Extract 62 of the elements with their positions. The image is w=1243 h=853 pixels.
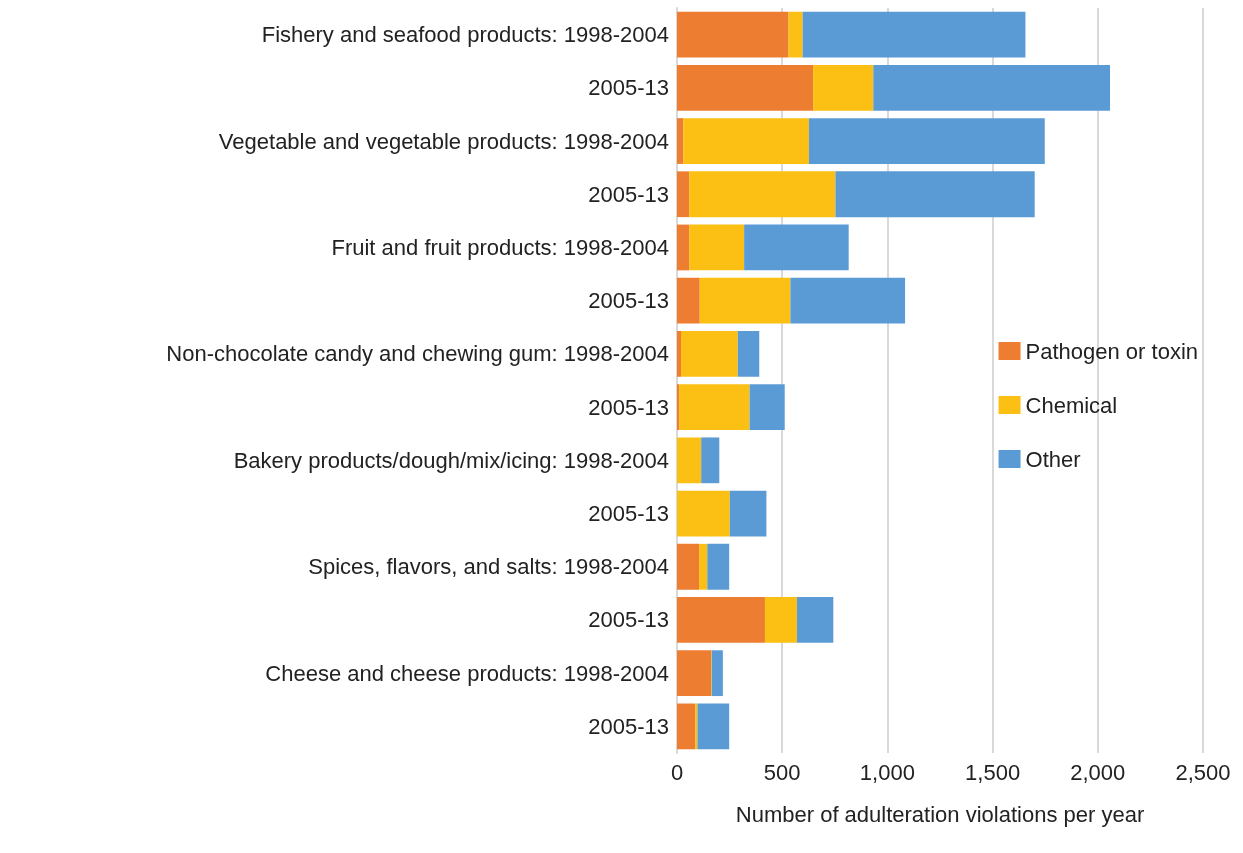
bar	[701, 437, 720, 484]
bar	[711, 650, 723, 697]
y-tick-label: 2005-13	[588, 288, 669, 314]
y-tick-label: Cheese and cheese products: 1998-2004	[265, 660, 669, 686]
y-tick-label: 2005-13	[588, 501, 669, 527]
bar	[677, 437, 702, 484]
bar	[697, 703, 730, 750]
y-tick-label: Vegetable and vegetable products: 1998-2004	[218, 128, 669, 154]
y-tick-label: 2005-13	[588, 181, 669, 207]
y-tick-label: Spices, flavors, and salts: 1998-2004	[308, 554, 669, 580]
bar	[677, 650, 712, 697]
bar	[689, 171, 836, 218]
bar	[808, 118, 1045, 164]
bar	[677, 11, 789, 58]
bar	[729, 490, 767, 537]
bar	[681, 331, 738, 377]
bar	[677, 171, 690, 218]
bar	[813, 64, 874, 111]
bar	[796, 597, 834, 643]
x-tick-label: 2,500	[1175, 759, 1231, 785]
bar	[677, 64, 814, 111]
bar	[679, 384, 750, 430]
bar	[677, 118, 684, 164]
x-tick-label: 1,500	[965, 759, 1021, 785]
y-tick-label: 2005-13	[588, 607, 669, 633]
bar	[707, 543, 730, 590]
bar	[699, 277, 791, 324]
bar	[677, 597, 765, 643]
x-tick-label: 2,000	[1070, 759, 1126, 785]
y-tick-label: 2005-13	[588, 75, 669, 101]
x-axis-title: Number of adulteration violations per year	[735, 801, 1145, 827]
bar	[764, 597, 797, 643]
y-tick-label: Fruit and fruit products: 1998-2004	[331, 234, 669, 260]
y-tick-label: Non-chocolate candy and chewing gum: 1998-2004	[166, 341, 669, 367]
x-tick-label: 500	[763, 759, 801, 785]
bar	[677, 543, 700, 590]
bar	[677, 331, 681, 377]
y-tick-label: 2005-13	[588, 394, 669, 420]
bar	[788, 11, 803, 58]
bar	[683, 118, 809, 164]
legend-label: Other	[1025, 446, 1081, 472]
legend-label: Pathogen or toxin	[1025, 338, 1199, 364]
bar	[677, 224, 690, 271]
bar	[802, 11, 1026, 58]
bar	[677, 277, 700, 324]
bar	[699, 543, 708, 590]
bar	[737, 331, 760, 377]
bar	[677, 490, 730, 537]
bar	[790, 277, 906, 324]
bar	[689, 224, 745, 271]
x-tick-label: 0	[670, 759, 684, 785]
legend-label: Chemical	[1025, 392, 1118, 418]
bar	[835, 171, 1035, 218]
y-tick-label: Fishery and seafood products: 1998-2004	[261, 22, 669, 48]
bar	[744, 224, 849, 271]
bar	[749, 384, 785, 430]
x-tick-label: 1,000	[859, 759, 915, 785]
y-tick-label: 2005-13	[588, 713, 669, 739]
bar	[677, 703, 696, 750]
y-tick-label: Bakery products/dough/mix/icing: 1998-2004	[233, 447, 669, 473]
bar	[873, 64, 1110, 111]
bar	[677, 384, 680, 430]
